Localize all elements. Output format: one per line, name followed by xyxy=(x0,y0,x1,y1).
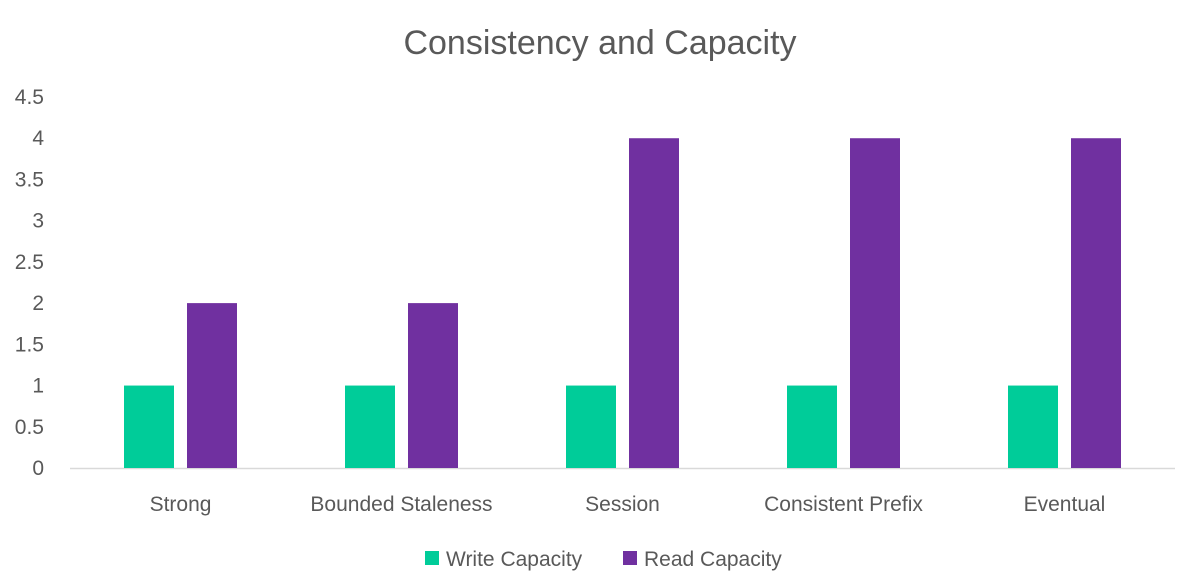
y-axis-ticks: 0 0.5 1 1.5 2 2.5 3 3.5 4 4.5 xyxy=(15,86,45,480)
y-tick-label: 0.5 xyxy=(15,416,44,439)
bar-read-capacity xyxy=(408,303,458,468)
bar-write-capacity xyxy=(345,385,395,468)
x-tick-label: Eventual xyxy=(1024,493,1106,516)
y-tick-label: 4 xyxy=(32,127,44,150)
bar-read-capacity xyxy=(187,303,237,468)
y-tick-label: 3 xyxy=(32,210,44,233)
bar-read-capacity xyxy=(629,138,679,468)
bar-write-capacity xyxy=(787,385,837,468)
bars-group xyxy=(124,138,1121,468)
y-tick-label: 0 xyxy=(32,457,44,480)
chart-title: Consistency and Capacity xyxy=(403,24,796,62)
x-tick-label: Strong xyxy=(150,493,212,516)
x-tick-label: Bounded Staleness xyxy=(310,493,492,516)
y-tick-label: 3.5 xyxy=(15,168,44,191)
y-tick-label: 2.5 xyxy=(15,251,44,274)
legend: Write Capacity Read Capacity xyxy=(425,548,782,571)
legend-swatch xyxy=(623,551,637,565)
y-tick-label: 1.5 xyxy=(15,333,44,356)
bar-write-capacity xyxy=(1008,385,1058,468)
bar-read-capacity xyxy=(1071,138,1121,468)
x-tick-label: Session xyxy=(585,493,660,516)
y-tick-label: 1 xyxy=(32,375,44,398)
legend-swatch xyxy=(425,551,439,565)
bar-write-capacity xyxy=(566,385,616,468)
bar-write-capacity xyxy=(124,385,174,468)
bar-read-capacity xyxy=(850,138,900,468)
x-axis-ticks: Strong Bounded Staleness Session Consistent… xyxy=(150,493,1106,516)
x-tick-label: Consistent Prefix xyxy=(764,493,923,516)
legend-label: Write Capacity xyxy=(446,548,583,571)
legend-label: Read Capacity xyxy=(644,548,782,571)
y-tick-label: 4.5 xyxy=(15,86,44,109)
y-tick-label: 2 xyxy=(32,292,44,315)
